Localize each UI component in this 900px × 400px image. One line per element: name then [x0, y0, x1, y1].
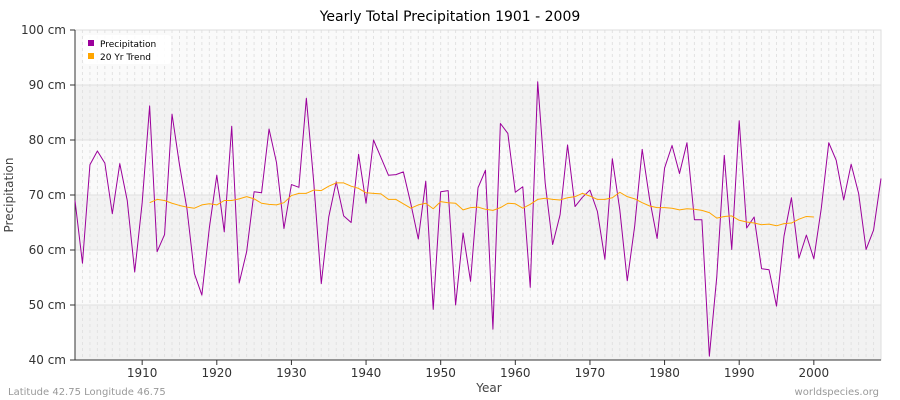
chart-title: Yearly Total Precipitation 1901 - 2009 — [319, 9, 581, 25]
y-axis-ticks: 40 cm 50 cm 60 cm 70 cm 80 cm 90 cm 100 cm — [21, 23, 75, 367]
footer-source: worldspecies.org — [795, 387, 879, 398]
y-tick-label: 60 cm — [29, 243, 66, 257]
x-tick-label: 1930 — [276, 366, 307, 380]
series-layer — [74, 81, 882, 357]
x-tick-label: 1970 — [575, 366, 606, 380]
x-tick-label: 1940 — [351, 366, 382, 380]
y-tick-label: 100 cm — [21, 23, 66, 37]
x-tick-label: 1920 — [202, 366, 233, 380]
footer-location: Latitude 42.75 Longitude 46.75 — [8, 387, 166, 398]
x-tick-label: 2000 — [799, 366, 830, 380]
plot-band — [75, 140, 881, 195]
y-tick-label: 90 cm — [29, 78, 66, 92]
x-tick-label: 1960 — [500, 366, 531, 380]
x-tick-label: 1950 — [425, 366, 456, 380]
legend-swatch-trend — [88, 53, 94, 59]
legend-swatch-precipitation — [88, 40, 94, 46]
plot-band — [75, 30, 881, 85]
x-axis-label: Year — [475, 381, 501, 395]
series-line-20-yr-trend — [149, 182, 814, 227]
y-tick-label: 70 cm — [29, 188, 66, 202]
y-tick-label: 50 cm — [29, 298, 66, 312]
y-tick-label: 80 cm — [29, 133, 66, 147]
x-tick-label: 1980 — [649, 366, 680, 380]
legend-box — [83, 35, 171, 64]
x-tick-label: 1990 — [724, 366, 755, 380]
x-axis-ticks: 1910 1920 1930 1940 1950 1960 1970 1980 1990 2000 — [127, 360, 829, 380]
y-tick-label: 40 cm — [29, 353, 66, 367]
y-axis-label: Precipitation — [2, 157, 16, 232]
x-tick-label: 1910 — [127, 366, 158, 380]
legend-label-precipitation: Precipitation — [100, 40, 156, 50]
series-line-precipitation — [74, 81, 882, 357]
legend-label-trend: 20 Yr Trend — [100, 53, 151, 63]
plot-band — [75, 85, 881, 140]
legend: Precipitation 20 Yr Trend — [83, 35, 171, 64]
